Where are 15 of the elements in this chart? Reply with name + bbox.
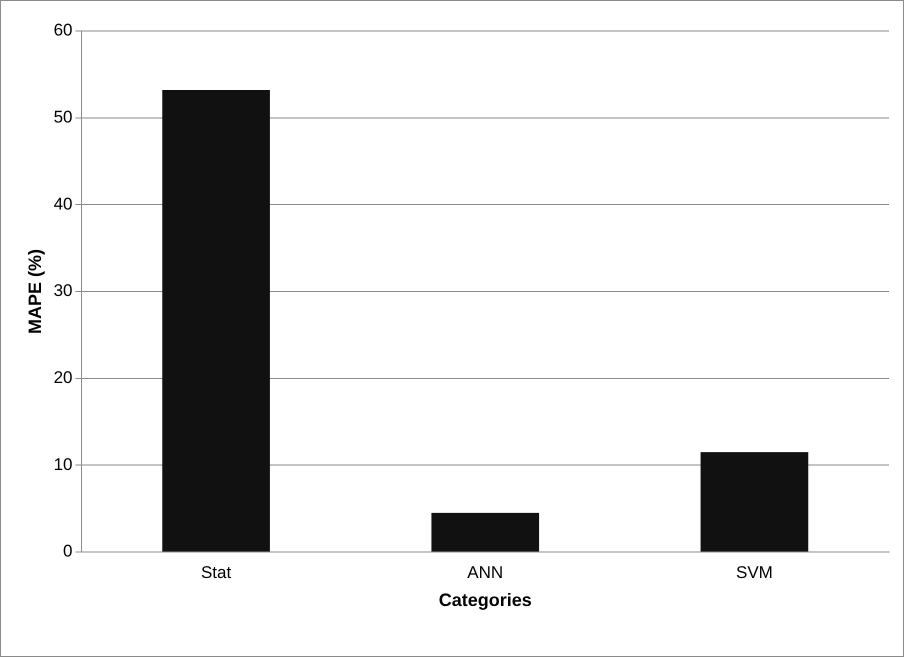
x-axis-title: Categories (438, 590, 532, 610)
bar (431, 512, 540, 552)
x-tick-label: Stat (200, 562, 232, 582)
y-tick-label: 60 (54, 20, 73, 40)
y-tick-label: 40 (54, 194, 73, 214)
y-tick-label: 50 (54, 108, 73, 127)
x-tick-label: SVM (736, 562, 773, 582)
bar (700, 452, 808, 552)
y-axis-title: MAPE (%) (24, 248, 45, 334)
x-tick-label: ANN (467, 562, 504, 582)
bar (162, 90, 270, 552)
y-tick-label: 20 (54, 368, 73, 388)
y-tick-label: 0 (63, 542, 73, 561)
y-tick-label: 30 (54, 281, 73, 300)
y-tick-label: 10 (54, 454, 73, 474)
